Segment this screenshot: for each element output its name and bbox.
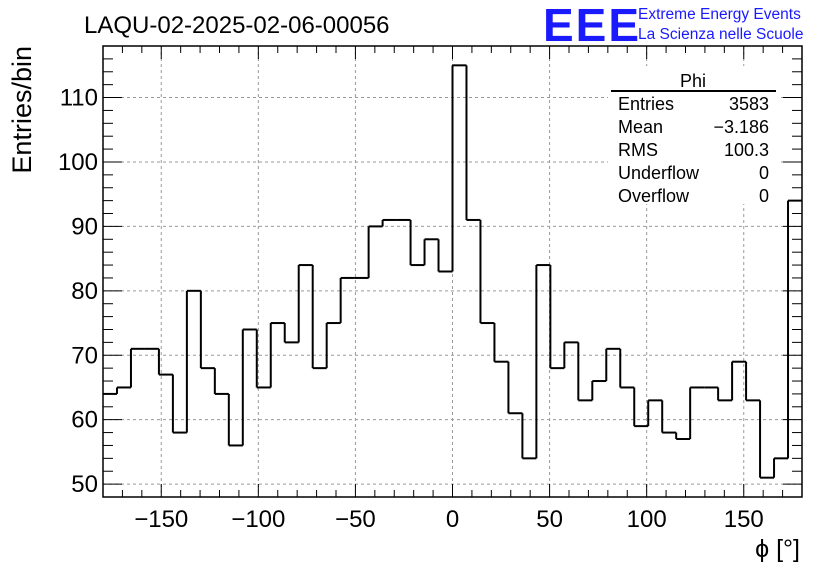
stats-row-label: Underflow — [618, 163, 700, 183]
stats-box-title: Phi — [680, 71, 706, 91]
axis-ticks — [102, 45, 803, 498]
stats-box: Phi Entries 3583 Mean −3.186 RMS 100.3 Underfl… — [608, 66, 779, 206]
x-tick-label: 100 — [627, 506, 667, 533]
y-tick-label: 110 — [60, 85, 98, 112]
y-tick-label: 60 — [71, 407, 98, 434]
stats-row-value: 0 — [759, 186, 769, 206]
stats-row-label: Overflow — [618, 186, 690, 206]
y-tick-label: 100 — [58, 149, 98, 176]
stats-row-value: −3.186 — [713, 117, 769, 137]
stats-row-label: RMS — [618, 140, 658, 160]
x-axis-title: ϕ [°] — [755, 535, 800, 563]
stats-rows: Entries 3583 Mean −3.186 RMS 100.3 Underflow 0 O… — [618, 94, 769, 206]
x-tick-label: −150 — [134, 506, 188, 533]
x-tick-label: −100 — [231, 506, 285, 533]
stats-box-background — [608, 66, 779, 204]
histogram-series — [103, 64, 802, 479]
stats-row-label: Entries — [618, 94, 674, 114]
stats-row-label: Mean — [618, 117, 663, 137]
eee-logo-mark: EEE — [543, 0, 641, 51]
y-tick-label: 80 — [71, 278, 98, 305]
y-tick-labels: 50 60 70 80 90 100 110 — [58, 85, 98, 499]
stats-row-value: 100.3 — [724, 140, 769, 160]
x-tick-label: −50 — [335, 506, 376, 533]
y-tick-label: 50 — [71, 471, 98, 498]
y-tick-label: 90 — [71, 213, 98, 240]
x-tick-label: 0 — [446, 506, 459, 533]
logo-line-1: Extreme Energy Events — [638, 6, 801, 23]
chart-title: LAQU-02-2025-02-06-00056 — [84, 12, 390, 39]
logo-line-2: La Scienza nelle Scuole — [638, 26, 803, 43]
y-axis-title: Entries/bin — [7, 46, 37, 174]
x-tick-labels: −150 −100 −50 0 50 100 150 — [134, 506, 764, 533]
stats-row-value: 3583 — [729, 94, 769, 114]
stats-row-value: 0 — [759, 163, 769, 183]
x-tick-label: 50 — [536, 506, 563, 533]
x-tick-label: 150 — [724, 506, 764, 533]
y-tick-label: 70 — [71, 342, 98, 369]
